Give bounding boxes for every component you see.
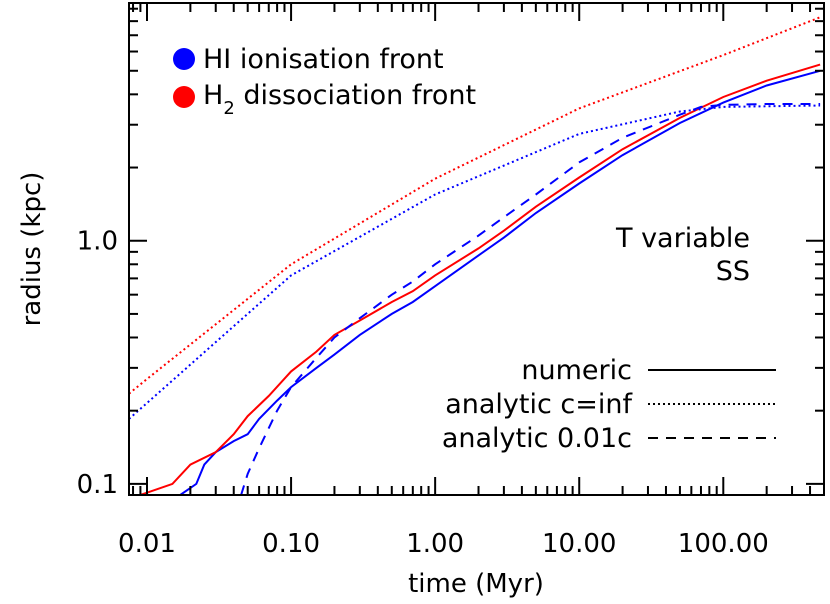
y-tick-label: 0.1 [77, 470, 118, 500]
legend-label-hi: HI ionisation front [203, 44, 444, 75]
annotations: T variable SS [615, 223, 750, 287]
tick-labels: 0.01 0.10 1.00 10.00 100.00 0.1 1.0 [77, 227, 769, 559]
legend-style-label-001c: analytic 0.01c [442, 423, 632, 454]
legend-label-h2-sub: 2 [223, 98, 234, 119]
series-layer [129, 16, 821, 495]
y-tick-label: 1.0 [77, 227, 118, 257]
series-h2-numeric [137, 63, 821, 495]
legend-style-label-numeric: numeric [521, 355, 632, 386]
x-tick-label: 0.01 [118, 529, 176, 559]
legend-label-h2-rest: dissociation front [235, 80, 476, 111]
legend-markers: HI ionisation front H2 dissociation fron… [173, 44, 476, 119]
annotation-ss: SS [716, 256, 750, 287]
x-axis-title: time (Myr) [408, 569, 544, 599]
plot-frame [128, 2, 825, 496]
series-hi-numeric [179, 69, 821, 495]
series-hi-analytic-001c [240, 103, 821, 495]
series-hi-analytic-cinf [129, 104, 821, 420]
x-tick-label: 1.00 [406, 529, 464, 559]
legend-style-label-cinf: analytic c=inf [445, 389, 633, 420]
legend-label-h2-main: H [203, 80, 223, 111]
x-tick-label: 10.00 [542, 529, 616, 559]
annotation-t-variable: T variable [615, 223, 750, 254]
legend-label-h2: H2 dissociation front [203, 80, 476, 119]
legend-marker-hi [173, 48, 195, 70]
legend-marker-h2 [173, 86, 195, 108]
y-axis-title: radius (kpc) [17, 172, 47, 327]
ticks-layer [129, 3, 825, 496]
linestyle-legend: numeric analytic c=inf analytic 0.01c [442, 355, 776, 454]
x-tick-label: 100.00 [678, 529, 769, 559]
x-tick-label: 0.10 [262, 529, 320, 559]
